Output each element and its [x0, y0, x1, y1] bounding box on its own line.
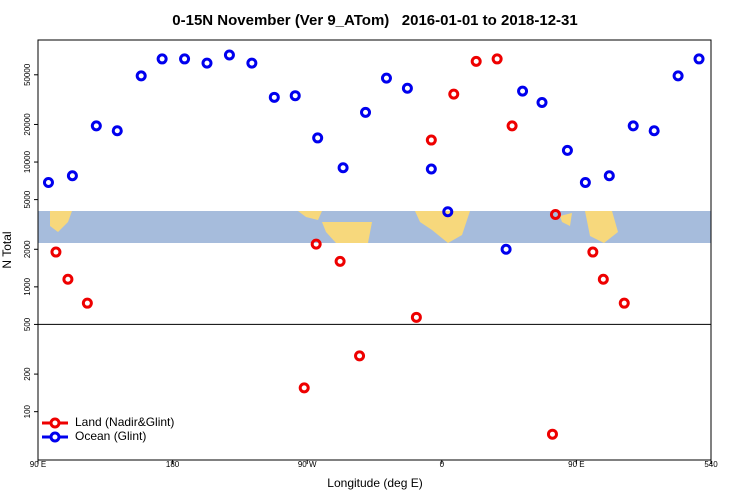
- point: [410, 311, 422, 323]
- point: [442, 206, 454, 218]
- point: [693, 53, 705, 65]
- point: [179, 53, 191, 65]
- y-tick-label: 500: [23, 317, 32, 331]
- x-tick-label: 90 W: [298, 460, 317, 469]
- point: [81, 297, 93, 309]
- point: [549, 208, 561, 220]
- point: [312, 132, 324, 144]
- point: [135, 70, 147, 82]
- point: [201, 57, 213, 69]
- point: [579, 177, 591, 189]
- point: [448, 88, 460, 100]
- point: [156, 53, 168, 65]
- point: [536, 96, 548, 108]
- y-axis-label: N Total: [0, 231, 14, 268]
- y-tick-label: 100: [23, 404, 32, 418]
- point: [289, 90, 301, 102]
- point: [491, 53, 503, 65]
- point: [672, 70, 684, 82]
- point: [337, 162, 349, 174]
- point: [597, 273, 609, 285]
- point: [223, 49, 235, 61]
- y-tick-label: 10000: [23, 150, 32, 173]
- point: [334, 255, 346, 267]
- point: [470, 55, 482, 67]
- x-tick-label: 90 E: [568, 460, 584, 469]
- plot-frame: [37, 39, 712, 461]
- y-tick-label: 200: [23, 367, 32, 381]
- y-tick-label: 5000: [23, 190, 32, 208]
- point: [310, 238, 322, 250]
- x-tick-label: 180: [166, 460, 180, 469]
- point: [298, 382, 310, 394]
- point: [268, 91, 280, 103]
- map-strip: [38, 211, 711, 243]
- point: [50, 246, 62, 258]
- point: [111, 125, 123, 137]
- point: [546, 428, 558, 440]
- point: [246, 57, 258, 69]
- legend-marker: [49, 431, 61, 443]
- legend-label: Land (Nadir&Glint): [75, 415, 174, 429]
- x-axis-label: Longitude (deg E): [327, 476, 422, 490]
- x-tick-label: 90 E: [30, 460, 46, 469]
- y-tick-label: 20000: [23, 113, 32, 136]
- point: [517, 85, 529, 97]
- point: [603, 170, 615, 182]
- point: [561, 144, 573, 156]
- legend-label: Ocean (Glint): [75, 429, 146, 443]
- point: [90, 120, 102, 132]
- y-tick-label: 1000: [23, 277, 32, 295]
- point: [354, 350, 366, 362]
- point: [500, 243, 512, 255]
- y-tick-label: 2000: [23, 240, 32, 258]
- point: [360, 106, 372, 118]
- y-tick-label: 50000: [23, 63, 32, 86]
- point: [401, 82, 413, 94]
- point: [66, 170, 78, 182]
- point: [425, 163, 437, 175]
- point: [587, 246, 599, 258]
- point: [62, 273, 74, 285]
- point: [618, 297, 630, 309]
- point: [648, 125, 660, 137]
- point: [627, 120, 639, 132]
- legend-marker: [49, 417, 61, 429]
- point: [425, 134, 437, 146]
- point: [42, 177, 54, 189]
- chart-title: 0-15N November (Ver 9_ATom) 2016-01-01 t…: [172, 12, 577, 29]
- point: [380, 72, 392, 84]
- x-tick-label: 540: [704, 460, 718, 469]
- x-tick-label: 0: [440, 460, 445, 469]
- point: [506, 120, 518, 132]
